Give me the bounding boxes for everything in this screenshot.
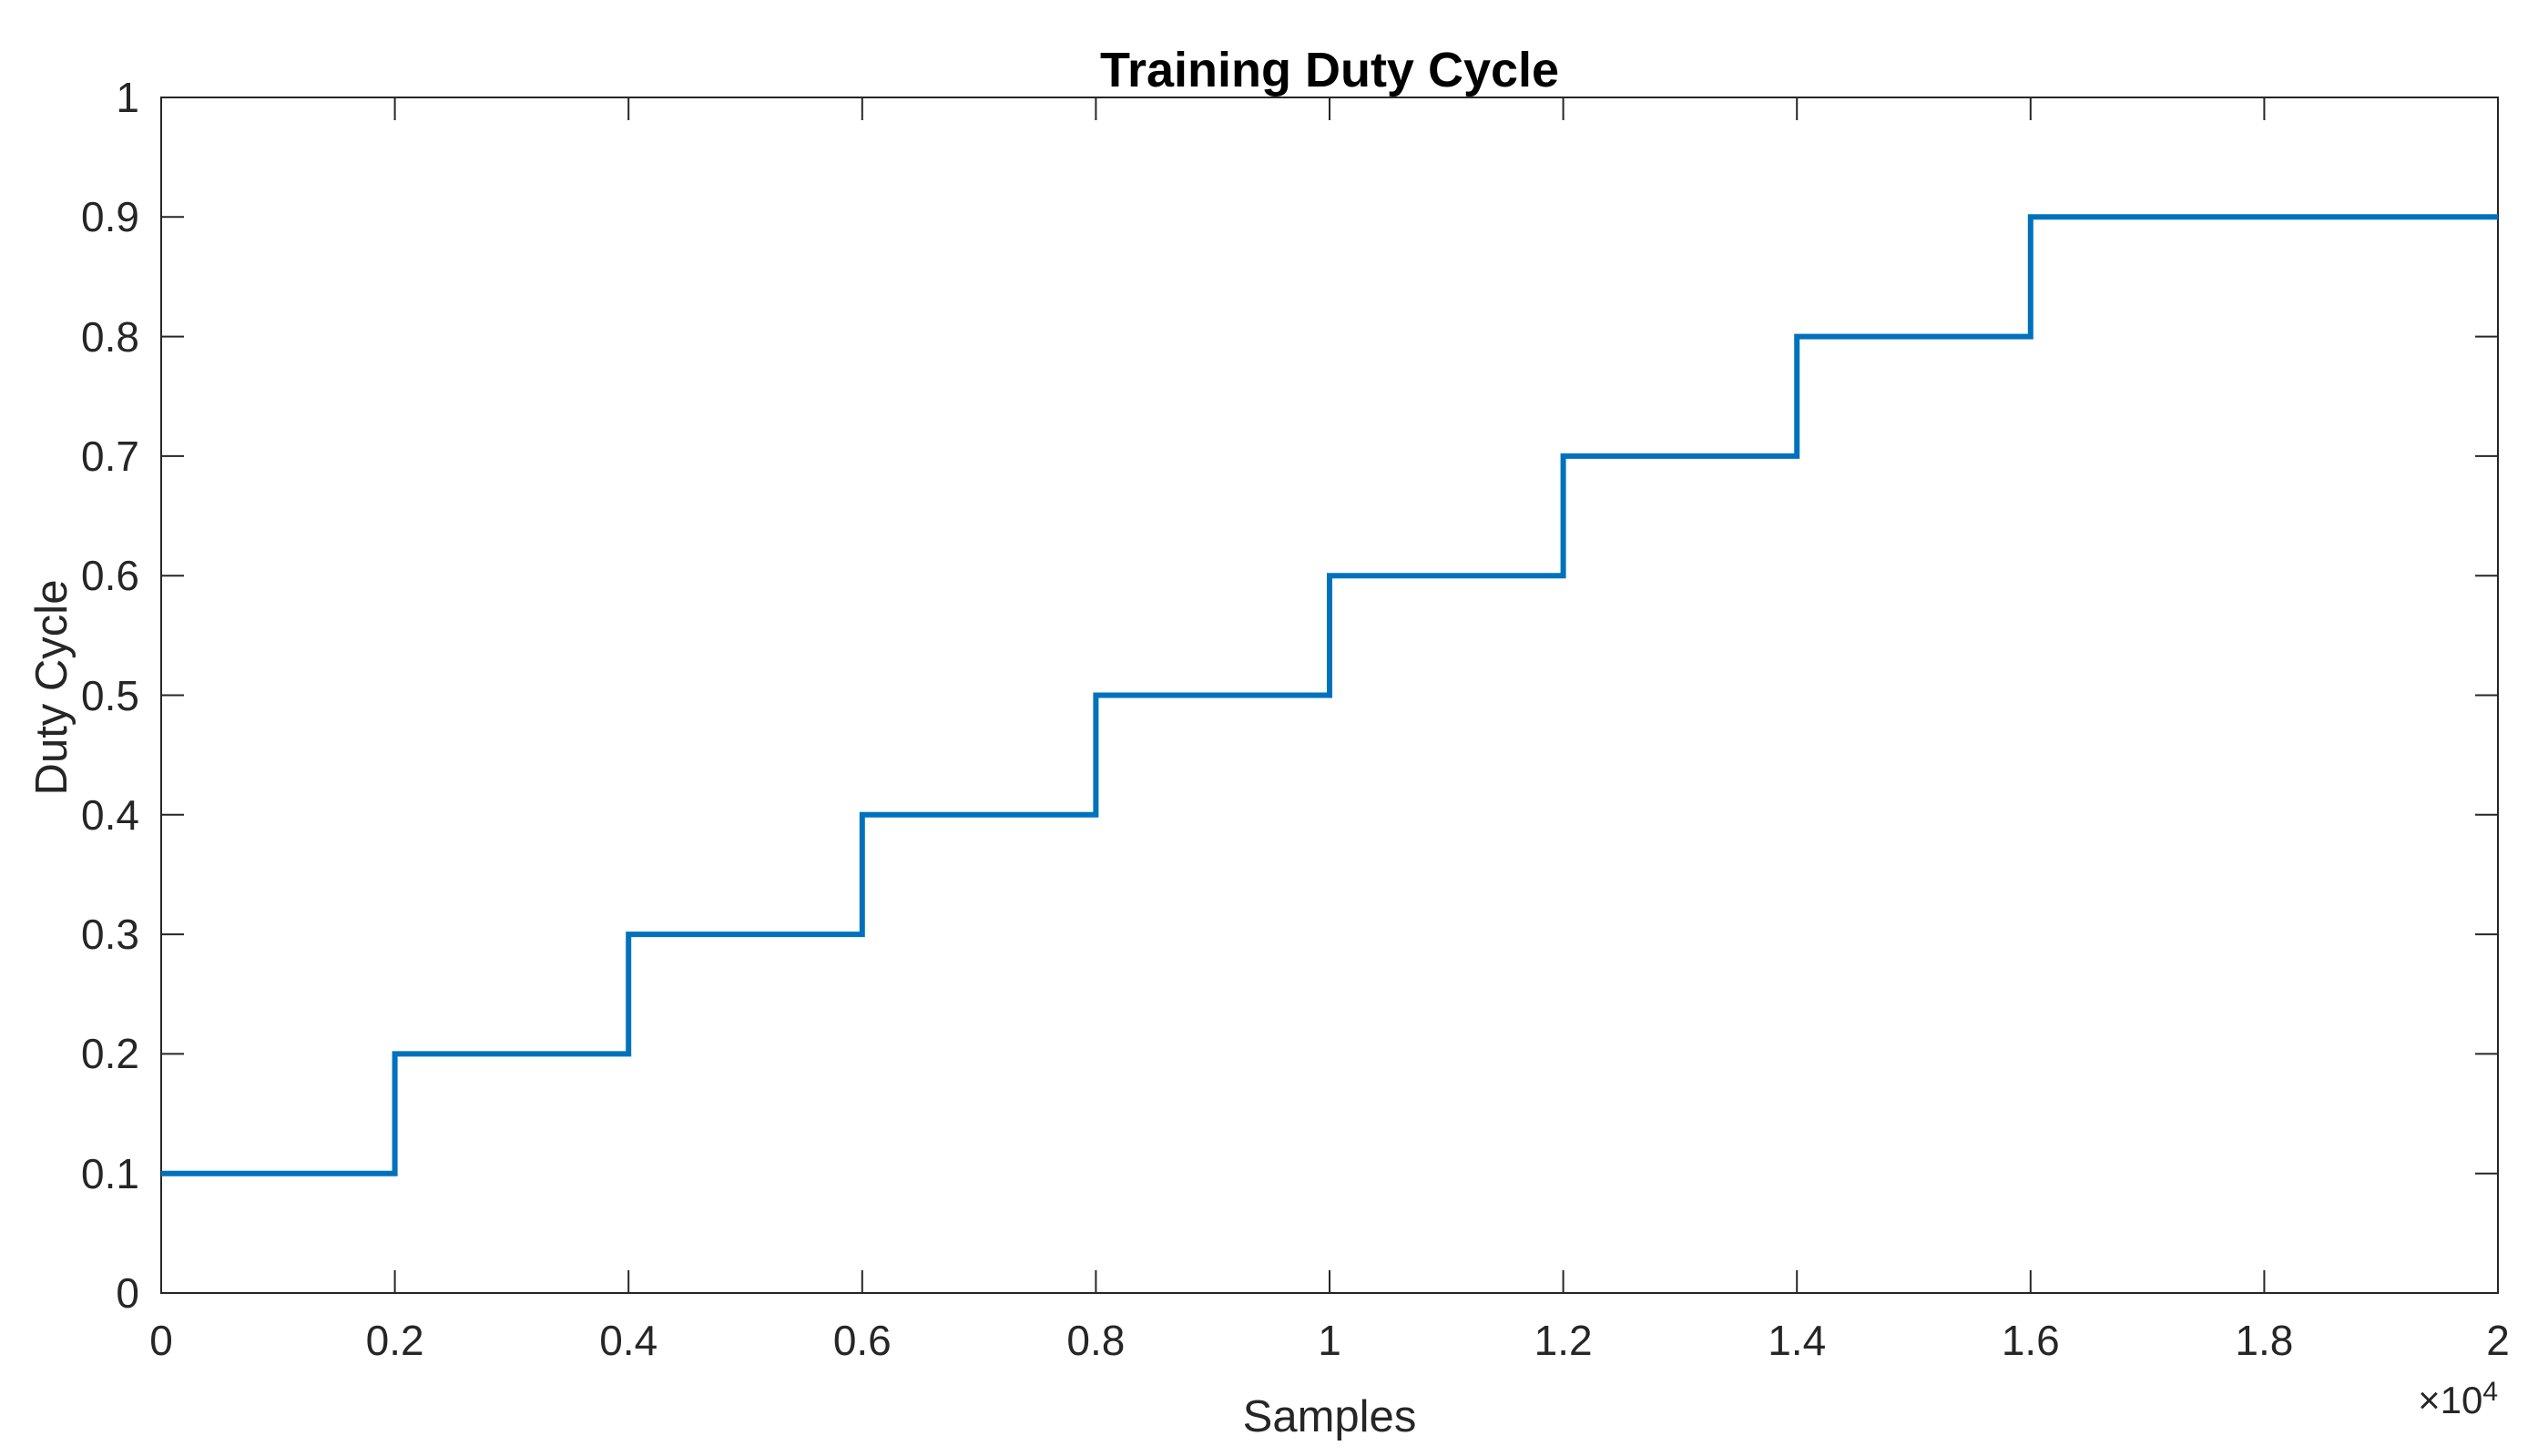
x-tick-label: 0.8 — [1066, 1317, 1126, 1364]
x-tick-label: 0.2 — [365, 1317, 424, 1364]
x-axis-multiplier-base: ×10 — [2418, 1379, 2483, 1421]
y-tick-label: 0.8 — [81, 312, 139, 361]
y-tick-label: 0.5 — [81, 671, 139, 719]
x-tick-label: 1 — [1318, 1317, 1341, 1364]
y-tick-label: 0.3 — [81, 911, 139, 959]
y-tick-label: 0.4 — [81, 790, 139, 839]
x-axis-multiplier-exponent: 4 — [2482, 1377, 2498, 1407]
duty-cycle-step-line — [161, 214, 2498, 1176]
x-tick-label: 1.4 — [1768, 1317, 1827, 1364]
y-tick-label: 0.9 — [81, 193, 139, 241]
y-tick-label: 1 — [116, 74, 139, 121]
y-axis-label: Duty Cycle — [27, 579, 76, 796]
x-tick-label: 0 — [149, 1317, 173, 1364]
x-tick-label: 1.2 — [1534, 1317, 1593, 1364]
y-tick-label: 0.6 — [81, 552, 139, 600]
x-tick-label: 0.4 — [599, 1317, 658, 1364]
chart-title: Training Duty Cycle — [1099, 43, 1560, 97]
x-tick-label: 1.6 — [2001, 1317, 2060, 1364]
x-tick-label: 0.6 — [832, 1317, 892, 1364]
x-ticks — [160, 97, 2499, 1293]
x-axis-label: Samples — [1242, 1392, 1417, 1441]
y-tick-label: 0 — [116, 1269, 139, 1317]
y-tick-label: 0.1 — [81, 1149, 139, 1197]
x-tick-label: 1.8 — [2235, 1317, 2294, 1364]
y-tick-label: 0.7 — [81, 432, 139, 480]
y-tick-label: 0.2 — [81, 1030, 139, 1078]
x-axis-multiplier: ×104 — [2418, 1377, 2498, 1422]
x-tick-label: 2 — [2486, 1317, 2510, 1364]
